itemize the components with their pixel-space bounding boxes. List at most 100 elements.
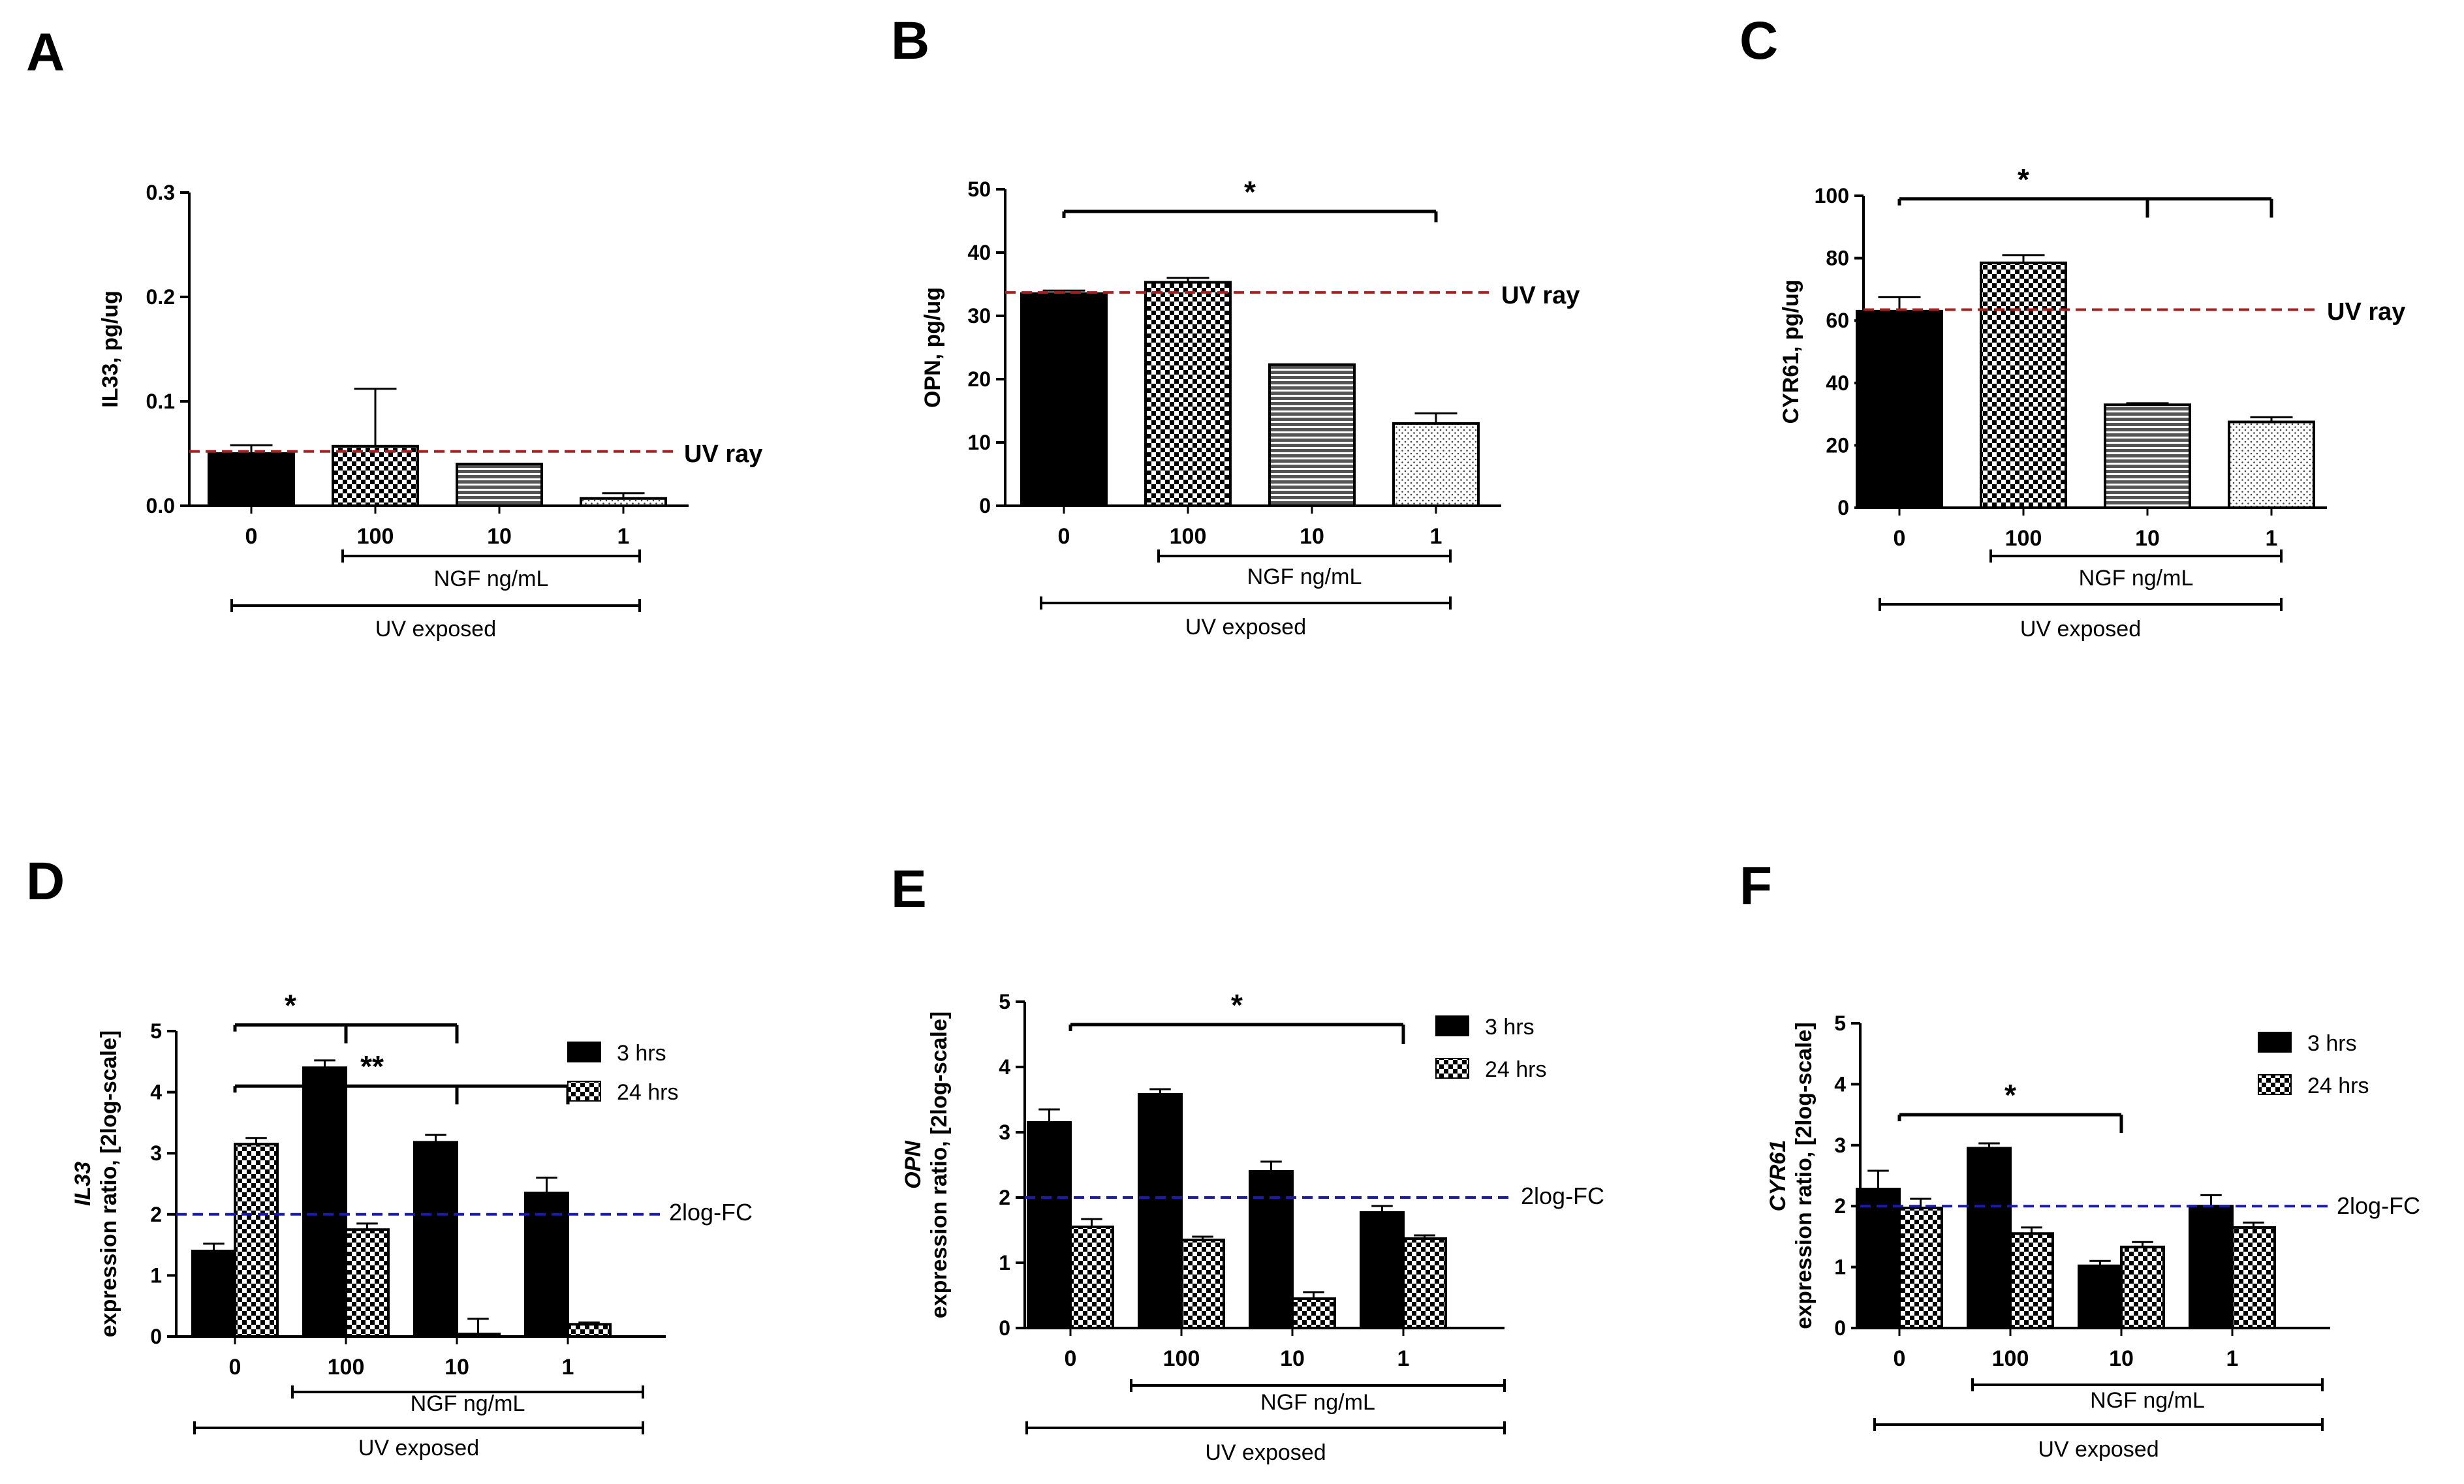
ngf-bracket-label: NGF ng/mL [434,566,549,591]
bar [2078,1264,2123,1330]
bar [1402,1237,1447,1329]
bar [2104,403,2191,510]
y-tick-label: 30 [967,304,991,328]
y-tick-label: 2 [150,1203,162,1226]
x-category-label: 100 [1163,1346,1200,1371]
y-axis-title: expression ratio, [2log-scale] [1792,1022,1817,1329]
y-tick-label: 20 [967,367,991,391]
bar [1020,292,1108,507]
bar [234,1143,279,1338]
x-category-label: 0 [1065,1346,1077,1371]
legend-label: 24 hrs [1485,1057,1547,1082]
panel-a: A 0.0 0.1 0.2 0.3 IL33, pg/ug 0 100 10 1 UV ray NGF… [26,23,762,642]
ngf-bracket-label: NGF ng/mL [1247,564,1362,589]
reference-label: 2log-FC [2337,1192,2420,1219]
y-tick-label: 2 [999,1186,1010,1209]
x-category-label: 100 [328,1355,365,1380]
y-axis-title: CYR61, pg/ug [1779,279,1803,424]
y-tick-label: 3 [150,1141,162,1165]
legend-swatch [567,1081,601,1102]
y-tick-label: 0 [150,1325,162,1348]
bar [456,1333,501,1338]
y-tick-label: 2 [1834,1194,1846,1218]
significance-label: * [285,989,296,1023]
reference-label: UV ray [2327,298,2405,326]
y-tick-label: 4 [999,1055,1010,1079]
legend-swatch [1435,1058,1469,1079]
bar [1180,1239,1225,1329]
y-tick-label: 10 [967,431,991,454]
y-tick-label: 0 [1834,1316,1846,1340]
y-axis-title-gene: IL33 [70,1162,95,1206]
y-tick-label: 3 [999,1121,1010,1144]
bar [2120,1245,2165,1329]
bar [2228,420,2315,509]
bar [2189,1205,2234,1329]
bar [1069,1226,1114,1329]
uv-exposed-bracket-label: UV exposed [375,617,496,642]
ngf-bracket-label: NGF ng/mL [2090,1388,2205,1413]
significance-label: * [2004,1078,2016,1112]
x-category-label: 1 [617,524,630,549]
x-category-label: 100 [1992,1346,2029,1371]
panel-c: C 0 20 40 60 80 100 CYR61, pg/ug 0 100 10 1 UV ray NG… [1739,11,2405,642]
significance-label: * [1244,175,1256,209]
x-category-label: 100 [357,524,394,549]
panel-letter: E [891,859,927,919]
uv-exposed-bracket-label: UV exposed [2020,617,2141,642]
significance-label: * [1231,988,1243,1022]
panel-letter: B [891,11,929,70]
legend-label: 3 hrs [617,1041,666,1066]
reference-label: 2log-FC [669,1199,753,1226]
bar [302,1066,347,1338]
x-category-label: 10 [1300,524,1324,549]
y-axis-title-gene: OPN [901,1140,926,1189]
x-category-label: 10 [487,524,512,549]
bar [2231,1226,2276,1330]
x-category-label: 1 [1397,1346,1410,1371]
legend-label: 3 hrs [2307,1031,2357,1056]
x-category-label: 100 [2005,526,2042,551]
y-tick-label: 0 [999,1316,1010,1340]
bar [1144,281,1232,507]
ngf-bracket-label: NGF ng/mL [2079,566,2194,591]
bar [580,497,667,507]
bar [1249,1170,1294,1329]
x-category-label: 1 [1430,524,1443,549]
y-tick-label: 0.0 [146,494,175,518]
bar [1967,1147,2012,1329]
significance-label: * [2018,162,2029,196]
bar [191,1249,236,1338]
y-tick-label: 0 [1837,496,1849,519]
legend-label: 24 hrs [617,1080,679,1105]
y-tick-label: 1 [1834,1256,1846,1279]
y-axis-title: OPN, pg/ug [920,287,945,408]
panel-e: E 0 1 2 3 4 5 OPN expression ratio, [2log-scale]… [891,859,1604,1465]
y-tick-label: 5 [150,1019,162,1043]
ngf-bracket-label: NGF ng/mL [1260,1390,1375,1415]
bar [208,452,295,507]
x-category-label: 0 [245,524,258,549]
bar [345,1228,390,1338]
y-axis-title: IL33, pg/ug [98,290,123,407]
significance-label: ** [360,1049,384,1083]
bar [2009,1232,2054,1329]
y-tick-label: 3 [1834,1134,1846,1157]
uv-exposed-bracket-label: UV exposed [2038,1437,2159,1462]
legend-swatch [2258,1074,2292,1095]
panel-letter: C [1739,11,1778,70]
y-tick-label: 1 [999,1251,1010,1275]
x-category-label: 0 [229,1355,242,1380]
ngf-bracket-label: NGF ng/mL [411,1391,525,1416]
bar [524,1192,569,1338]
x-category-label: 0 [1894,526,1906,551]
x-category-label: 10 [444,1355,469,1380]
x-category-label: 0 [1058,524,1070,549]
bar [1268,363,1356,507]
bar [332,444,419,507]
uv-exposed-bracket-label: UV exposed [1185,615,1306,640]
y-tick-label: 0.2 [146,285,175,309]
bar [1392,422,1480,508]
bar [1027,1121,1072,1329]
